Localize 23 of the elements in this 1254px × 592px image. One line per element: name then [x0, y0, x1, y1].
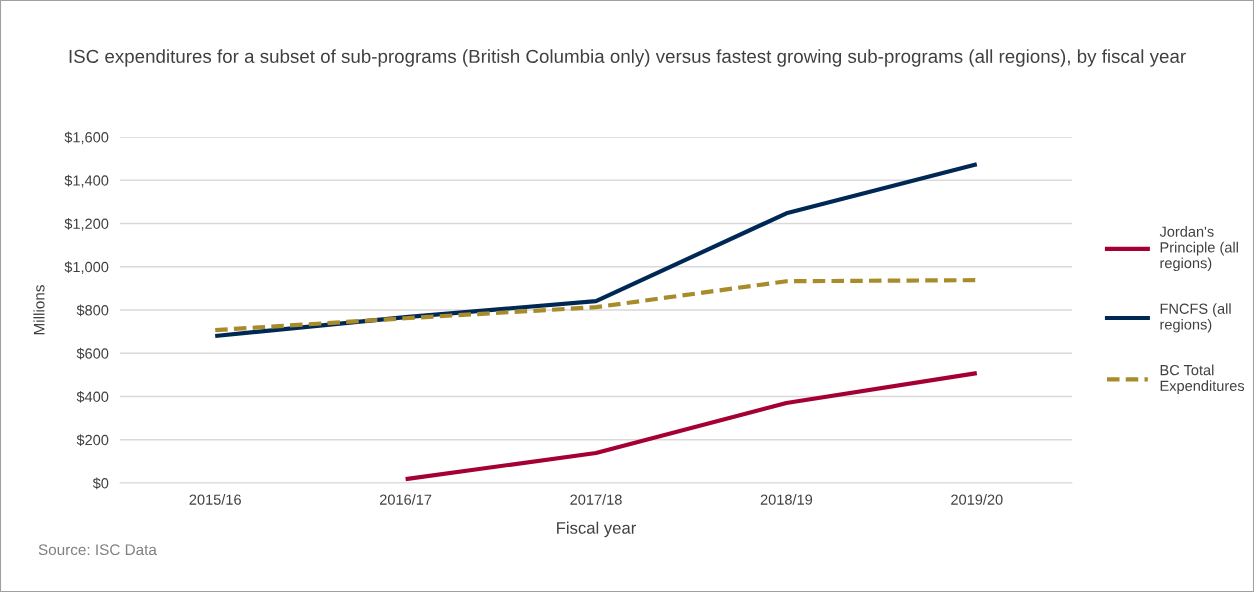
- x-tick-label: 2019/20: [951, 494, 1003, 505]
- legend-label: Jordan's Principle (all regions): [1159, 226, 1238, 272]
- x-tick-label: 2018/19: [760, 494, 813, 505]
- y-tick-label: $800: [76, 304, 109, 317]
- y-axis-title: Millions: [33, 285, 45, 335]
- x-tick-label: 2015/16: [189, 494, 241, 505]
- y-tick-label: $1,600: [64, 131, 109, 145]
- legend-label: BC Total Expenditures: [1160, 364, 1245, 394]
- y-tick-label: $0: [92, 477, 109, 490]
- source-note: Source: ISC Data: [38, 544, 157, 556]
- x-axis-title: Fiscal year: [557, 521, 637, 538]
- chart-title: ISC expenditures for a subset of sub-programs (British Columbia only) versus fastest growing sub-programs (all regions), by fiscal year: [69, 49, 1186, 67]
- y-tick-label: $1,200: [64, 217, 109, 231]
- y-tick-label: $400: [76, 390, 109, 403]
- y-tick-label: $200: [76, 434, 109, 447]
- line-series: [403, 371, 979, 482]
- y-tick-label: $1,000: [64, 261, 109, 274]
- x-tick-label: 2016/17: [379, 494, 432, 505]
- line-series: [213, 162, 979, 339]
- x-tick-label: 2017/18: [570, 494, 622, 505]
- y-tick-label: $600: [76, 347, 109, 360]
- y-tick-label: $1,400: [64, 174, 109, 188]
- legend-label: FNCFS (all regions): [1160, 303, 1231, 333]
